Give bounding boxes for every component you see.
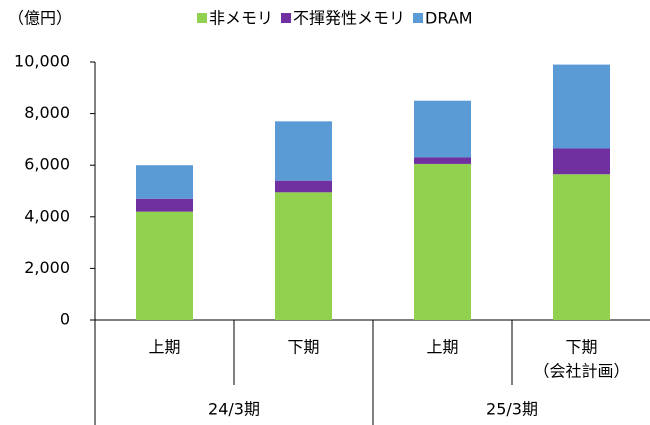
x-tick-label: 下期 <box>565 338 597 357</box>
bar-segment <box>136 165 193 199</box>
y-tick-label: 4,000 <box>24 206 70 225</box>
bar-segment <box>136 211 193 320</box>
bar-segment <box>553 174 610 320</box>
bar-segment <box>414 157 471 164</box>
x-tick-label: 下期 <box>287 338 319 357</box>
x-tick-note: （会社計画） <box>533 362 629 381</box>
y-tick-label: 6,000 <box>24 155 70 174</box>
legend-swatch <box>281 13 292 23</box>
bar-segment <box>414 100 471 158</box>
y-tick-label: 2,000 <box>24 258 70 277</box>
legend-label: DRAM <box>425 9 473 28</box>
bar-segment <box>275 180 332 193</box>
bar-segment <box>553 148 610 175</box>
bar-segment <box>136 198 193 212</box>
y-tick-label: 10,000 <box>14 52 70 71</box>
x-tick-label: 上期 <box>426 338 458 357</box>
group-label: 24/3期 <box>208 400 260 419</box>
group-label: 25/3期 <box>486 400 538 419</box>
legend-label: 非メモリ <box>209 9 273 28</box>
y-tick-label: 0 <box>60 310 70 329</box>
legend-swatch <box>197 13 207 23</box>
legend-label: 不揮発性メモリ <box>293 9 405 28</box>
legend-swatch <box>413 13 424 23</box>
x-tick-label: 上期 <box>148 338 180 357</box>
bar-segment <box>553 64 610 149</box>
bar-segment <box>275 121 332 181</box>
y-tick-label: 8,000 <box>24 103 70 122</box>
bar-segment <box>414 163 471 320</box>
bar-segment <box>275 192 332 320</box>
unit-label: （億円） <box>8 9 72 28</box>
